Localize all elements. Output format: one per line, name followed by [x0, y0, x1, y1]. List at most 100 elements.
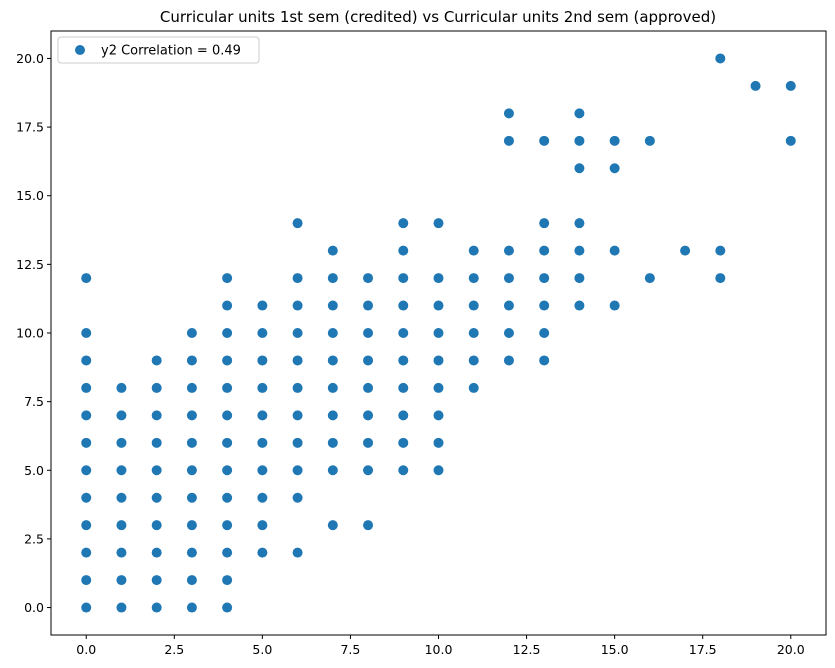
data-point	[398, 273, 409, 284]
data-point	[222, 575, 233, 586]
data-point	[363, 520, 374, 531]
data-point	[468, 328, 479, 338]
data-point	[151, 575, 162, 586]
data-point	[222, 465, 233, 476]
y-tick-label: 17.5	[16, 120, 44, 135]
data-point	[539, 300, 550, 311]
data-point	[151, 602, 162, 613]
data-point	[292, 355, 303, 366]
data-point	[186, 410, 197, 421]
x-tick-label: 0.0	[76, 642, 96, 657]
data-point	[539, 355, 550, 366]
legend-box	[57, 36, 260, 64]
data-point	[327, 465, 338, 476]
data-point	[398, 382, 409, 393]
data-point	[398, 218, 409, 229]
data-point	[574, 300, 585, 311]
legend-label: y2 Correlation = 0.49	[101, 44, 241, 59]
data-point	[433, 328, 444, 338]
data-point	[222, 355, 233, 366]
data-point	[363, 437, 374, 448]
data-point	[222, 382, 233, 393]
data-point	[433, 465, 444, 476]
data-point	[116, 437, 127, 448]
data-point	[503, 245, 514, 256]
data-point	[574, 273, 585, 284]
y-axis: 0.0 2.5 5.0 7.5 10.0 12.5 15.0 17.5 20.0	[16, 51, 51, 615]
data-point	[398, 355, 409, 366]
data-point	[327, 520, 338, 531]
data-point	[292, 328, 303, 338]
data-point	[363, 300, 374, 311]
x-axis: 0.0 2.5 5.0 7.5 10.0 12.5 15.0 17.5 20.0	[76, 635, 805, 657]
data-point	[292, 273, 303, 284]
data-point	[539, 245, 550, 256]
data-point	[468, 245, 479, 256]
data-point	[222, 520, 233, 531]
data-point	[363, 465, 374, 476]
legend-marker	[75, 45, 85, 55]
data-point	[468, 300, 479, 311]
data-point	[327, 273, 338, 284]
y-tick-label: 7.5	[24, 394, 44, 409]
y-tick-label: 0.0	[24, 600, 44, 615]
data-point	[81, 520, 92, 531]
x-tick-label: 5.0	[252, 642, 272, 657]
data-point	[257, 520, 268, 531]
data-point	[222, 300, 233, 311]
data-point	[574, 108, 585, 119]
chart-title: Curricular units 1st sem (credited) vs C…	[160, 8, 716, 26]
data-point	[398, 300, 409, 311]
data-point	[433, 410, 444, 421]
data-point	[116, 465, 127, 476]
data-point	[186, 465, 197, 476]
data-point	[468, 355, 479, 366]
data-point	[116, 602, 127, 613]
data-point	[186, 382, 197, 393]
data-point	[81, 602, 92, 613]
data-point	[81, 492, 92, 503]
data-point	[292, 492, 303, 503]
data-point	[327, 245, 338, 256]
data-point	[363, 273, 374, 284]
data-point	[433, 355, 444, 366]
data-point	[81, 328, 92, 338]
data-point	[750, 80, 761, 91]
legend: y2 Correlation = 0.49	[57, 36, 260, 64]
data-point	[186, 547, 197, 558]
data-point	[468, 273, 479, 284]
data-point	[398, 465, 409, 476]
data-point	[257, 437, 268, 448]
data-point	[785, 135, 796, 146]
data-point	[539, 273, 550, 284]
data-point	[785, 80, 796, 91]
data-point	[222, 602, 233, 613]
data-point	[186, 602, 197, 613]
data-point	[503, 135, 514, 146]
data-point	[186, 492, 197, 503]
data-point	[574, 135, 585, 146]
data-point	[398, 410, 409, 421]
data-point	[116, 575, 127, 586]
data-point	[644, 135, 655, 146]
data-point	[186, 575, 197, 586]
data-point	[222, 328, 233, 338]
y-tick-label: 15.0	[16, 188, 44, 203]
data-point	[81, 575, 92, 586]
data-point	[292, 218, 303, 229]
data-point	[715, 53, 726, 64]
data-point	[81, 437, 92, 448]
data-point	[151, 355, 162, 366]
x-tick-label: 17.5	[689, 642, 717, 657]
data-point	[81, 273, 92, 284]
data-point	[433, 273, 444, 284]
x-tick-label: 10.0	[425, 642, 453, 657]
x-tick-label: 2.5	[164, 642, 184, 657]
data-point	[327, 328, 338, 338]
data-point	[257, 382, 268, 393]
data-point	[609, 300, 620, 311]
data-point	[433, 437, 444, 448]
data-point	[186, 355, 197, 366]
data-point	[257, 355, 268, 366]
